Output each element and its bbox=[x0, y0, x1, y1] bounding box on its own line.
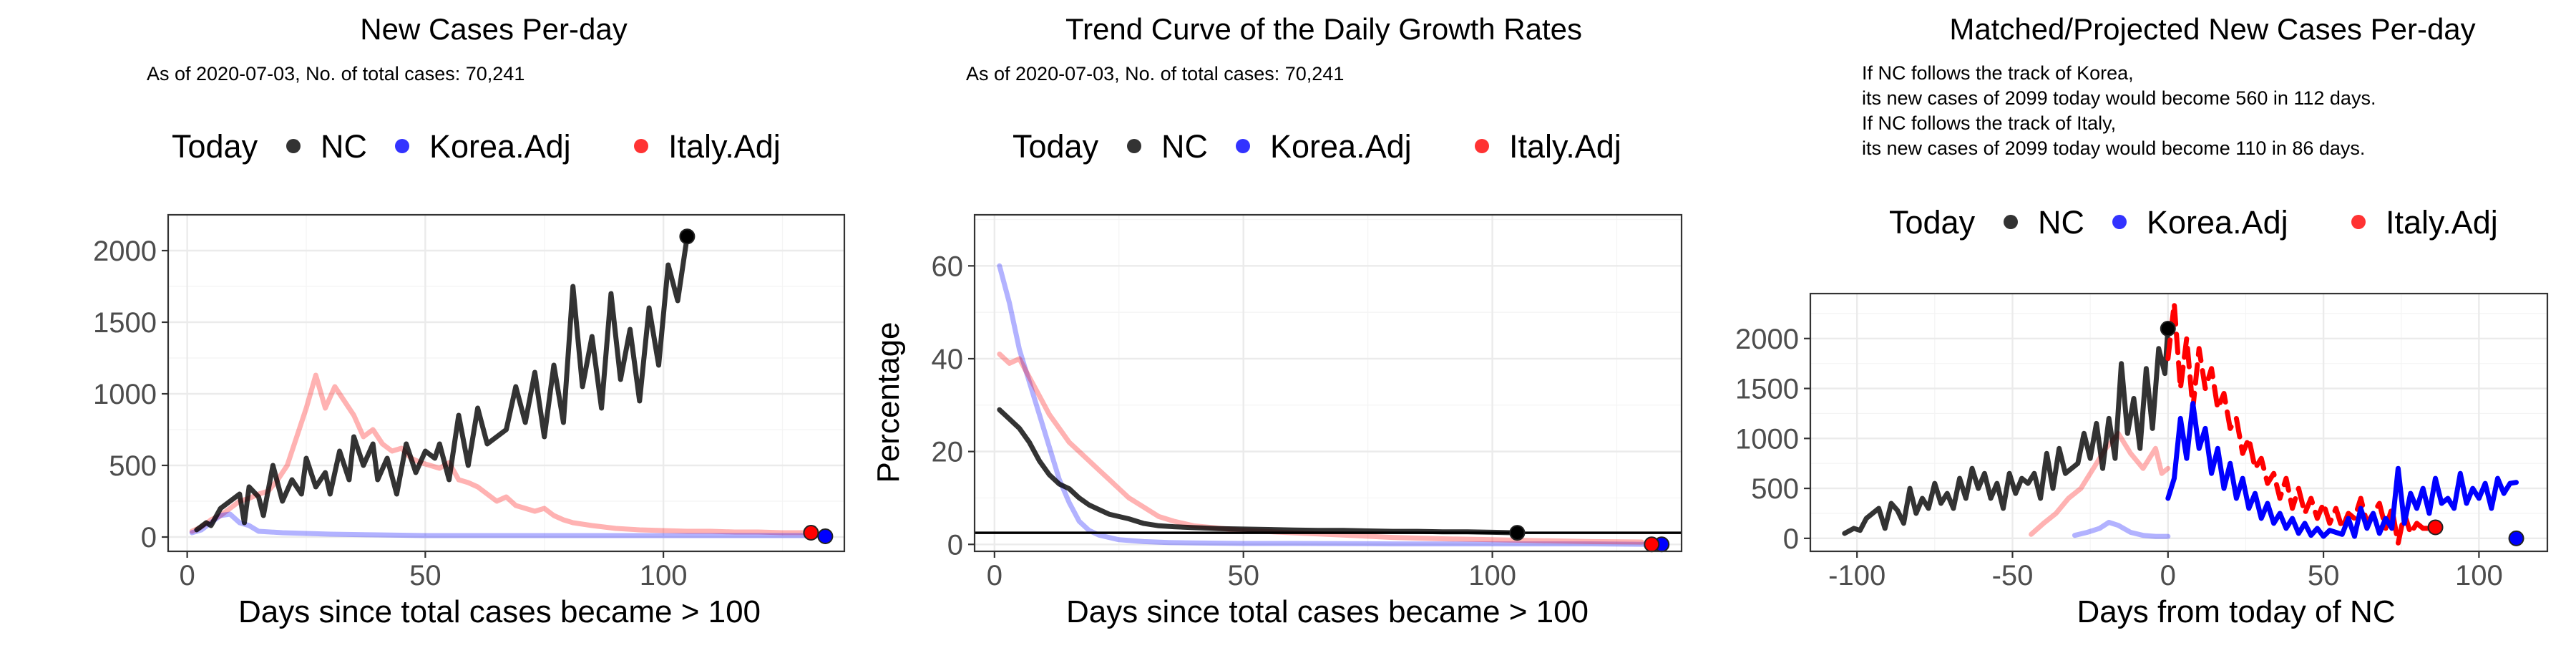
today-point-nc bbox=[2160, 320, 2176, 337]
chart-subtitle-line-2: its new cases of 2099 today would become… bbox=[1862, 87, 2376, 109]
legend-label: Korea.Adj bbox=[429, 128, 571, 165]
plot-frame bbox=[1809, 292, 2549, 553]
y-tick-label: 40 bbox=[932, 344, 964, 375]
chart-subtitle-line-3: If NC follows the track of Italy, bbox=[1862, 112, 2116, 134]
legend-label: NC bbox=[1161, 128, 1208, 165]
legend-label: Korea.Adj bbox=[2147, 204, 2288, 241]
panel-matched-projected: Matched/Projected New Cases Per-day If N… bbox=[1735, 12, 2549, 629]
y-axis-label: Percentage bbox=[871, 321, 906, 483]
legend: Today NC Korea.Adj Italy.Adj bbox=[1013, 128, 1621, 165]
series-line-italy-adj bbox=[997, 352, 1644, 545]
legend-key bbox=[1127, 139, 1141, 153]
x-tick-label: 100 bbox=[2455, 560, 2503, 591]
series-line-korea-adj-projected bbox=[2165, 401, 2519, 539]
series-line-italy-adj-projected bbox=[2165, 301, 2438, 546]
legend-key bbox=[2351, 215, 2366, 229]
y-tick-label: 2000 bbox=[93, 236, 157, 267]
x-tick-label: -50 bbox=[1992, 560, 2034, 591]
series-line-korea-adj bbox=[997, 263, 1659, 547]
x-tick-label: 0 bbox=[987, 560, 1002, 591]
today-point-nc bbox=[679, 228, 696, 245]
series-line-nc bbox=[997, 407, 1520, 536]
x-tick-label: 100 bbox=[640, 560, 688, 591]
today-point-italy-adj bbox=[1644, 536, 1660, 553]
legend-label: Italy.Adj bbox=[2386, 204, 2498, 241]
panel-daily-growth-rates: Trend Curve of the Daily Growth Rates As… bbox=[871, 12, 1683, 629]
chart-subtitle-line-4: its new cases of 2099 today would become… bbox=[1862, 137, 2365, 159]
legend-label: Italy.Adj bbox=[668, 128, 781, 165]
legend-key bbox=[1236, 139, 1250, 153]
x-tick-label: 50 bbox=[1227, 560, 1259, 591]
x-tick-label: 0 bbox=[179, 560, 195, 591]
legend-title: Today bbox=[1013, 128, 1099, 165]
legend-key bbox=[634, 139, 648, 153]
y-tick-label: 1500 bbox=[93, 307, 157, 339]
today-point-italy-adj bbox=[2427, 519, 2444, 536]
legend: Today NC Korea.Adj Italy.Adj bbox=[1889, 204, 2498, 241]
chart-title: New Cases Per-day bbox=[360, 12, 627, 46]
legend-label: Korea.Adj bbox=[1270, 128, 1412, 165]
legend-key bbox=[2004, 215, 2018, 229]
legend-key bbox=[2112, 215, 2127, 229]
x-tick-label: 0 bbox=[2160, 560, 2176, 591]
y-tick-label: 1500 bbox=[1735, 374, 1799, 405]
y-tick-label: 1000 bbox=[1735, 423, 1799, 455]
series-group bbox=[189, 233, 828, 538]
chart-title: Matched/Projected New Cases Per-day bbox=[1949, 12, 2475, 46]
x-tick-label: 100 bbox=[1468, 560, 1516, 591]
legend-label: Italy.Adj bbox=[1509, 128, 1621, 165]
legend-title: Today bbox=[1889, 204, 1976, 241]
chart-subtitle: As of 2020-07-03, No. of total cases: 70… bbox=[966, 63, 1344, 84]
y-tick-label: 60 bbox=[932, 251, 964, 282]
chart-subtitle-line-1: If NC follows the track of Korea, bbox=[1862, 62, 2134, 84]
series-group bbox=[997, 263, 1659, 547]
series-line-nc bbox=[1842, 326, 2171, 536]
y-tick-label: 0 bbox=[1783, 523, 1799, 555]
x-tick-label: 50 bbox=[409, 560, 441, 591]
plot-area: 0 50 100 0 20 40 60 bbox=[932, 213, 1683, 591]
y-tick-label: 500 bbox=[109, 450, 157, 482]
y-tick-label: 2000 bbox=[1735, 324, 1799, 355]
legend-title: Today bbox=[172, 128, 258, 165]
plot-frame bbox=[167, 213, 846, 553]
x-tick-label: -100 bbox=[1828, 560, 1885, 591]
x-axis-label: Days since total cases became > 100 bbox=[238, 594, 761, 629]
today-point-italy-adj bbox=[803, 525, 819, 541]
plot-frame bbox=[973, 213, 1683, 553]
today-point-nc bbox=[1509, 525, 1526, 541]
y-tick-label: 0 bbox=[141, 522, 157, 553]
legend-key bbox=[395, 139, 409, 153]
x-axis-label: Days since total cases became > 100 bbox=[1066, 594, 1589, 629]
y-tick-label: 0 bbox=[947, 529, 963, 561]
legend-key bbox=[1475, 139, 1489, 153]
series-group bbox=[1842, 301, 2519, 546]
series-line-italy-adj bbox=[189, 372, 809, 536]
series-line-korea-adj bbox=[189, 511, 828, 538]
legend-label: NC bbox=[321, 128, 367, 165]
y-tick-label: 500 bbox=[1751, 473, 1799, 505]
today-point-korea-adj bbox=[2508, 530, 2524, 546]
chart-title: Trend Curve of the Daily Growth Rates bbox=[1065, 12, 1582, 46]
chart-subtitle: As of 2020-07-03, No. of total cases: 70… bbox=[147, 63, 525, 84]
series-line-nc bbox=[194, 233, 690, 533]
legend: Today NC Korea.Adj Italy.Adj bbox=[172, 128, 781, 165]
panel-new-cases-per-day: New Cases Per-day As of 2020-07-03, No. … bbox=[93, 12, 846, 629]
y-tick-label: 20 bbox=[932, 437, 964, 468]
legend-key bbox=[286, 139, 301, 153]
today-point-korea-adj bbox=[817, 528, 834, 544]
x-tick-label: 50 bbox=[2308, 560, 2340, 591]
y-tick-label: 1000 bbox=[93, 379, 157, 410]
legend-label: NC bbox=[2038, 204, 2084, 241]
series-line-korea-adj-past bbox=[2072, 520, 2171, 539]
x-axis-label: Days from today of NC bbox=[2077, 594, 2395, 629]
